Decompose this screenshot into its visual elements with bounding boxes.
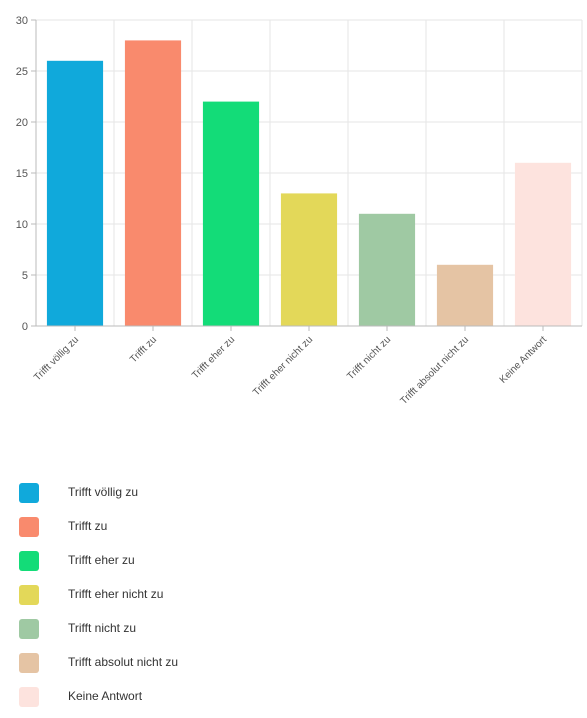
legend-item[interactable]: Trifft absolut nicht zu — [19, 650, 579, 684]
bar — [514, 162, 572, 326]
legend-item[interactable]: Keine Antwort — [19, 684, 579, 718]
x-category-label: Trifft nicht zu — [345, 334, 393, 382]
bar — [436, 264, 494, 326]
legend-item[interactable]: Trifft nicht zu — [19, 616, 579, 650]
legend-item[interactable]: Trifft völlig zu — [19, 480, 579, 514]
legend-label: Trifft eher zu — [68, 553, 135, 567]
legend-swatch — [19, 687, 39, 707]
x-category-label: Trifft eher zu — [190, 334, 237, 381]
x-category-label: Trifft zu — [128, 334, 159, 365]
legend: Trifft völlig zu Trifft zu Trifft eher zu T… — [19, 480, 579, 718]
y-tick-label: 5 — [22, 270, 28, 282]
bar — [202, 101, 260, 326]
x-category-label: Keine Antwort — [498, 334, 550, 386]
y-tick-label: 15 — [16, 168, 28, 180]
legend-swatch — [19, 483, 39, 503]
bar — [124, 40, 182, 327]
y-tick-label: 25 — [16, 66, 28, 78]
legend-swatch — [19, 585, 39, 605]
y-tick-label: 30 — [16, 15, 28, 27]
y-tick-label: 20 — [16, 117, 28, 129]
legend-item[interactable]: Trifft eher zu — [19, 548, 579, 582]
legend-label: Trifft nicht zu — [68, 621, 137, 635]
legend-swatch — [19, 551, 39, 571]
y-tick-label: 0 — [22, 321, 28, 333]
bar — [358, 213, 416, 326]
legend-label: Trifft völlig zu — [68, 485, 139, 499]
legend-label: Keine Antwort — [68, 689, 143, 703]
legend-label: Trifft absolut nicht zu — [68, 655, 179, 669]
legend-swatch — [19, 517, 39, 537]
legend-swatch — [19, 619, 39, 639]
x-category-label: Trifft eher nicht zu — [251, 334, 315, 398]
x-category-label: Trifft völlig zu — [32, 334, 81, 383]
legend-label: Trifft zu — [68, 519, 108, 533]
x-category-labels: Trifft völlig zu Trifft zu Trifft eher zu T… — [32, 334, 549, 407]
legend-label: Trifft eher nicht zu — [68, 587, 164, 601]
y-tick-labels: 0 5 10 15 20 25 30 — [16, 15, 28, 333]
bars — [46, 40, 572, 327]
x-category-label: Trifft absolut nicht zu — [398, 334, 471, 407]
axes — [31, 19, 582, 331]
legend-item[interactable]: Trifft zu — [19, 514, 579, 548]
bar — [46, 60, 104, 327]
legend-item[interactable]: Trifft eher nicht zu — [19, 582, 579, 616]
bar — [280, 193, 338, 326]
y-tick-label: 10 — [16, 219, 28, 231]
legend-swatch — [19, 653, 39, 673]
